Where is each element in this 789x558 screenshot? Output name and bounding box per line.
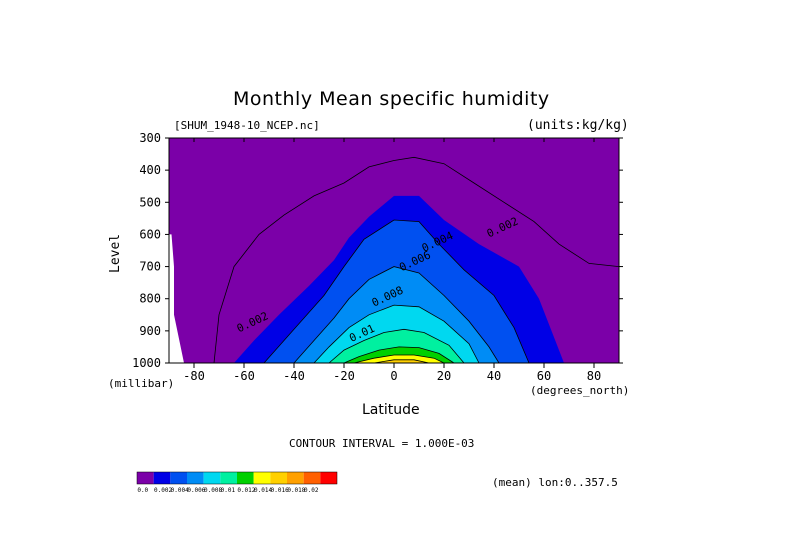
x-tick-label: 20: [437, 369, 451, 383]
x-tick-label: 80: [587, 369, 601, 383]
x-tick-label: -20: [333, 369, 355, 383]
contour-line-2: [263, 219, 530, 364]
colorbar-swatch: [303, 472, 321, 484]
colorbar-swatch: [153, 472, 171, 484]
x-tick-label: -40: [283, 369, 305, 383]
contour-line-8: [373, 359, 430, 364]
contour-interval-text: CONTOUR INTERVAL = 1.000E-03: [289, 437, 475, 450]
contour-line-5: [328, 328, 465, 364]
colorbar-swatch: [203, 472, 221, 484]
colorbar-label: 0.0: [137, 487, 148, 494]
colorbar-swatch: [237, 472, 254, 484]
y-tick-label: 600: [139, 227, 161, 241]
y-tick-label: 700: [139, 260, 161, 274]
y-tick-label: 500: [139, 195, 161, 209]
x-tick-label: 60: [537, 369, 551, 383]
x-tick-label: 40: [487, 369, 501, 383]
y-axis-label: Level: [108, 233, 123, 273]
colorbar-frame: [136, 471, 338, 485]
colorbar-swatch: [320, 472, 337, 484]
contour-line-4: [313, 304, 480, 364]
colorbar-label: 0.008: [204, 487, 222, 494]
units-label: (units:kg/kg): [527, 118, 629, 133]
contour-line-outer: [213, 156, 620, 364]
colorbar-swatch: [170, 472, 187, 484]
colorbar-label: 0.016: [271, 487, 289, 494]
colorbar-label: 0.014: [254, 487, 272, 494]
contour-line-7: [353, 354, 445, 364]
x-tick-label: -60: [233, 369, 255, 383]
contour-line-6: [343, 346, 455, 364]
x-axis-label: Latitude: [362, 402, 420, 418]
dataset-label: [SHUM_1948-10_NCEP.nc]: [174, 119, 320, 132]
colorbar-label: 0.018: [287, 487, 305, 494]
colorbar-label: 0.002: [154, 487, 172, 494]
colorbar-swatch: [253, 472, 271, 484]
chart-title: Monthly Mean specific humidity: [233, 88, 550, 110]
x-axis-ticks: -80 -60 -40 -20 0 20 40 60 80: [183, 138, 601, 383]
x-tick-label: -80: [183, 369, 205, 383]
colorbar-label: 0.004: [171, 487, 189, 494]
colorbar-swatch: [137, 472, 154, 484]
colorbar-swatch: [270, 472, 287, 484]
mean-text: (mean) lon:0..357.5: [492, 476, 618, 489]
colorbar-label: 0.012: [237, 487, 255, 494]
x-units-label: (degrees_north): [530, 384, 630, 397]
y-axis-ticks: 300 400 500 600 700 800 900 1000: [132, 131, 623, 370]
fill-band-8: [374, 359, 429, 363]
colorbar-label: 0.006: [187, 487, 205, 494]
colorbar-swatch: [220, 472, 237, 484]
missing-data-region: [169, 234, 184, 363]
x-tick-label: 0: [390, 369, 397, 383]
y-units-label: (millibar): [108, 377, 175, 390]
y-tick-label: 300: [139, 131, 161, 145]
contour-lines: [213, 156, 620, 364]
colorbar-swatch: [187, 472, 204, 484]
colorbar-label: 0.01: [221, 487, 236, 494]
y-tick-label: 1000: [132, 356, 161, 370]
y-tick-label: 800: [139, 292, 161, 306]
colorbar-label: 0.02: [304, 487, 319, 494]
contour-line-3: [293, 266, 500, 364]
contour-fills: [169, 138, 619, 363]
y-tick-label: 400: [139, 163, 161, 177]
colorbar-swatch: [287, 472, 304, 484]
y-tick-label: 900: [139, 324, 161, 338]
